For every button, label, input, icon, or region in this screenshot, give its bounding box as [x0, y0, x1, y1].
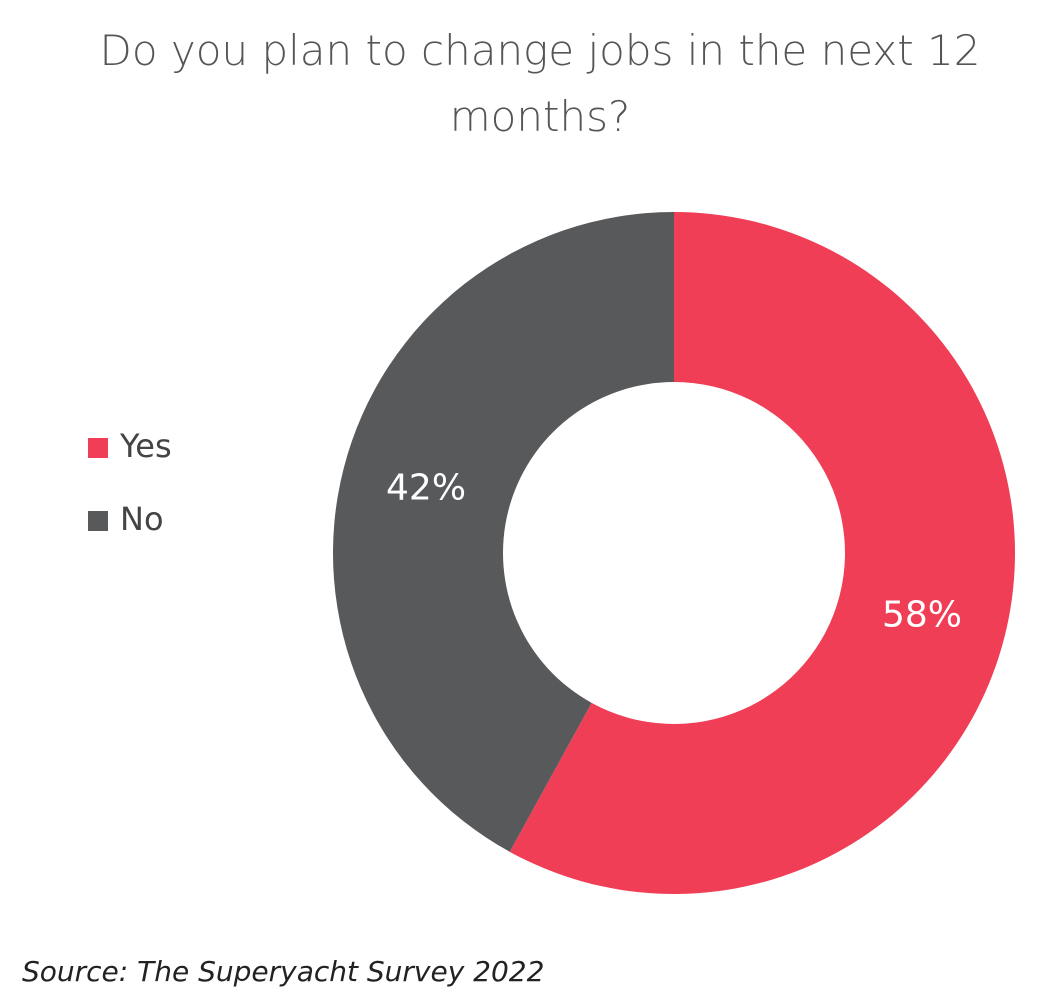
legend-label: No — [120, 500, 164, 538]
legend-label: Yes — [119, 427, 172, 465]
data-label: 42% — [386, 467, 466, 508]
donut-slice — [332, 212, 674, 852]
source-note: Source: The Superyacht Survey 2022 — [22, 955, 545, 988]
data-label: 58% — [882, 595, 962, 636]
donut-slice — [509, 212, 1015, 894]
legend-swatch — [88, 511, 108, 531]
chart-title: Do you plan to change jobs in the next 1… — [99, 26, 981, 141]
legend-swatch — [88, 438, 108, 458]
